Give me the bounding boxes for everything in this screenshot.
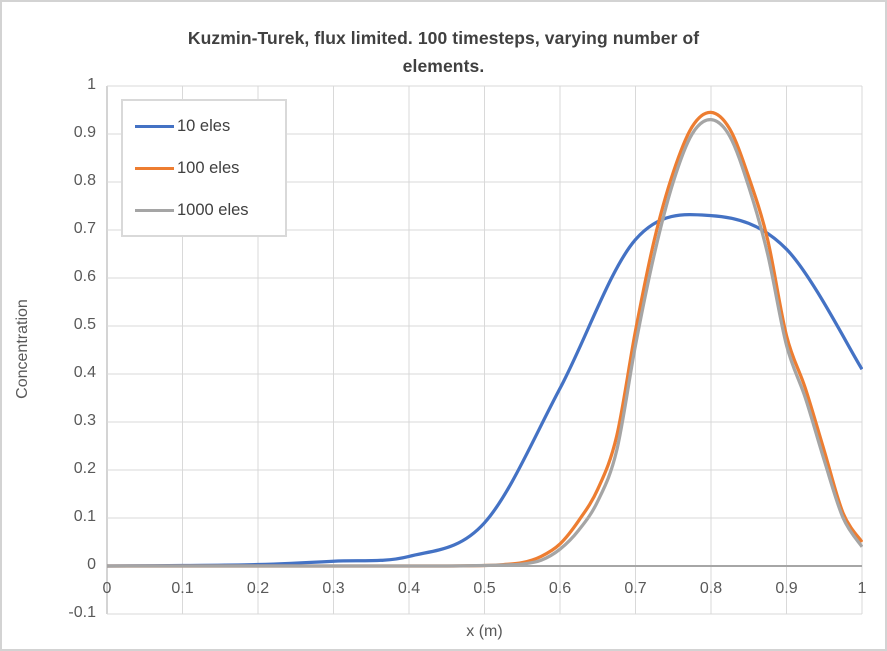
legend-label: 1000 eles: [177, 200, 249, 219]
legend-line-swatch-gray: [135, 208, 174, 212]
legend-item-100-eles: 100 eles: [135, 159, 285, 178]
x-tick-label: 1: [857, 580, 867, 597]
y-tick-label: 0.6: [73, 268, 96, 285]
y-tick-label: 0.8: [73, 172, 96, 189]
y-axis-title: Concentration: [14, 299, 31, 399]
chart-title-line-2: elements.: [402, 56, 485, 76]
legend: 10 eles 100 eles 1000 eles: [121, 99, 287, 237]
y-tick-label: 0.5: [73, 316, 96, 333]
legend-label: 100 eles: [177, 158, 240, 177]
y-tick-label: 1: [87, 76, 96, 93]
x-tick-label: 0.5: [473, 580, 496, 597]
y-tick-label: 0.4: [73, 364, 96, 381]
y-tick-label: 0.7: [73, 220, 96, 237]
x-tick-label: 0.1: [171, 580, 194, 597]
x-axis-title: x (m): [466, 623, 503, 640]
plot-area: [106, 85, 863, 615]
x-tick-label: 0.6: [548, 580, 572, 597]
legend-line-swatch-blue: [135, 124, 174, 128]
y-tick-label: 0.1: [73, 508, 96, 525]
y-tick-label: 0.2: [73, 460, 96, 477]
x-tick-label: 0: [102, 580, 112, 597]
legend-item-1000-eles: 1000 eles: [135, 201, 285, 220]
series-line-1000-eles: [107, 117, 863, 568]
x-tick-label: 0.9: [775, 580, 798, 597]
x-tick-label: 0.8: [699, 580, 723, 597]
y-tick-label: 0: [87, 556, 96, 573]
y-tick-label: 0.3: [73, 412, 96, 429]
chart-title-line-1: Kuzmin-Turek, flux limited. 100 timestep…: [187, 28, 700, 48]
legend-line-swatch-orange: [135, 166, 174, 170]
legend-label: 10 eles: [177, 116, 231, 135]
y-tick-label: 0.9: [73, 124, 96, 141]
x-tick-label: 0.2: [246, 580, 270, 597]
chart-title: Kuzmin-Turek, flux limited. 100 timestep…: [2, 24, 885, 80]
x-tick-label: 0.3: [322, 580, 345, 597]
legend-item-10-eles: 10 eles: [135, 117, 285, 136]
x-tick-label: 0.7: [624, 580, 647, 597]
x-tick-label: 0.4: [397, 580, 421, 597]
y-tick-label: -0.1: [68, 604, 96, 621]
